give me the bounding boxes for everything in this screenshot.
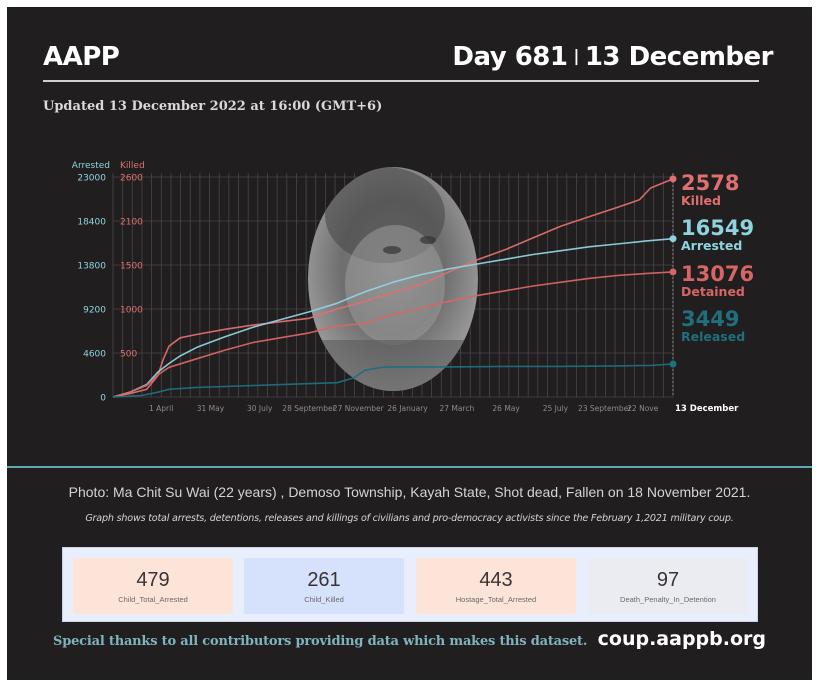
title-separator: | <box>573 46 580 65</box>
series-endpoint-arrested <box>669 235 677 243</box>
section-divider <box>7 466 812 468</box>
website-link[interactable]: coup.aappb.org <box>597 628 766 650</box>
stat-card-hostage-total-arrested: 443 Hostage_Total_Arrested <box>416 558 576 614</box>
series-endpoint-killed <box>669 175 677 183</box>
header-rule <box>43 80 759 82</box>
y-tick-killed: 500 <box>120 350 137 360</box>
x-tick-label: 31 May <box>197 404 225 413</box>
x-tick-label: 25 July <box>543 404 569 413</box>
stat-card-child-killed: 261 Child_Killed <box>244 558 404 614</box>
stat-value: 261 <box>307 569 341 591</box>
x-tick-label: 13 December <box>675 404 739 414</box>
axis-title-killed: Killed <box>120 161 145 171</box>
chart-axes: Arrested Killed 0 4600 9200 13800 18400 23000 50… <box>72 161 145 404</box>
end-label-name: Detained <box>681 284 745 299</box>
series-line-released <box>112 363 674 398</box>
x-tick-label: 30 July <box>247 404 273 413</box>
end-label-value: 13076 <box>681 262 754 286</box>
date-label: 13 December <box>584 42 774 72</box>
y-tick-killed: 2600 <box>120 174 143 184</box>
stat-label: Child_Killed <box>304 595 344 604</box>
stat-value: 479 <box>136 569 170 591</box>
thanks-note: Special thanks to all contributors provi… <box>53 634 588 649</box>
stats-strip: 479 Child_Total_Arrested 261 Child_Kille… <box>62 547 758 622</box>
y-tick-killed: 1500 <box>120 262 143 272</box>
end-label-name: Released <box>681 329 745 344</box>
y-tick-arrested: 13800 <box>77 262 106 272</box>
x-tick-label: 27 March <box>439 404 474 413</box>
photo-caption: Photo: Ma Chit Su Wai (22 years) , Demos… <box>68 484 751 500</box>
graph-note: Graph shows total arrests, detentions, r… <box>85 513 734 524</box>
series-line-killed <box>112 178 674 398</box>
end-label-name: Killed <box>681 193 721 208</box>
x-tick-label: 27 November <box>333 404 385 413</box>
series-line-detained <box>112 271 674 398</box>
y-tick-killed: 1000 <box>120 306 143 316</box>
chart-series <box>112 175 677 398</box>
series-endpoint-released <box>669 360 677 368</box>
end-label-value: 3449 <box>681 307 739 331</box>
y-tick-arrested: 4600 <box>83 350 106 360</box>
day-date-title: Day 681 | 13 December <box>452 42 773 72</box>
stat-value: 97 <box>656 569 680 591</box>
x-tick-label: 22 Nove <box>627 404 659 413</box>
x-tick-label: 26 January <box>387 404 428 413</box>
stat-card-death-penalty-in-detention: 97 Death_Penalty_In_Detention <box>588 558 748 614</box>
series-endpoint-detained <box>669 268 677 276</box>
stat-card-child-total-arrested: 479 Child_Total_Arrested <box>73 558 233 614</box>
x-tick-label: 1 April <box>149 404 173 413</box>
series-line-arrested <box>112 237 674 398</box>
stat-value: 443 <box>479 569 513 591</box>
brand-title: AAPP <box>43 42 120 72</box>
end-label-value: 2578 <box>681 171 739 195</box>
y-tick-arrested: 18400 <box>77 218 106 228</box>
cumulative-chart: Arrested Killed 0 4600 9200 13800 18400 23000 50… <box>72 161 754 414</box>
day-label: Day 681 <box>452 42 568 72</box>
portrait-photo <box>308 167 478 391</box>
y-tick-arrested: 9200 <box>83 306 106 316</box>
end-label-name: Arrested <box>681 238 742 253</box>
x-tick-label: 23 September <box>578 404 632 413</box>
y-tick-killed: 2100 <box>120 218 143 228</box>
updated-timestamp: Updated 13 December 2022 at 16:00 (GMT+6… <box>43 99 383 114</box>
y-tick-arrested: 23000 <box>77 174 106 184</box>
stat-label: Hostage_Total_Arrested <box>455 595 537 604</box>
stat-label: Child_Total_Arrested <box>118 595 188 604</box>
y-tick-arrested: 0 <box>100 394 106 404</box>
x-tick-label: 26 May <box>492 404 520 413</box>
end-label-value: 16549 <box>681 216 754 240</box>
stat-label: Death_Penalty_In_Detention <box>620 595 716 604</box>
x-tick-label: 28 September <box>282 404 336 413</box>
axis-title-arrested: Arrested <box>72 161 110 171</box>
